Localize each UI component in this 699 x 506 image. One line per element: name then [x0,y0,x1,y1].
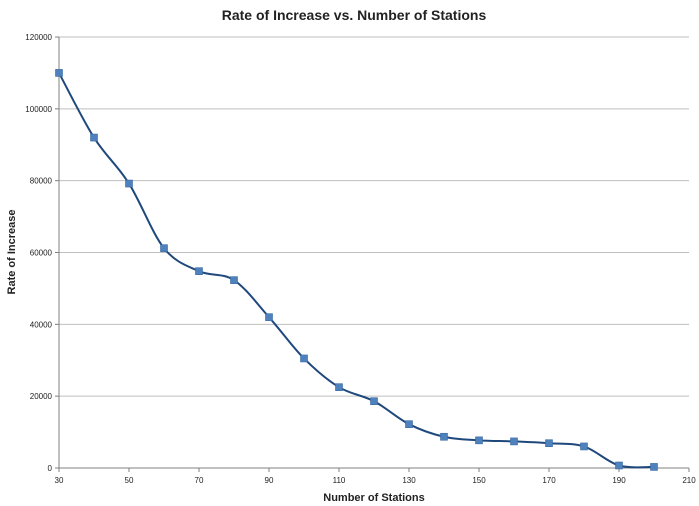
y-tick-label-60000: 60000 [30,249,53,258]
y-tick-label-20000: 20000 [30,392,53,401]
data-point-70 [195,267,203,275]
grid [59,36,689,397]
y-axis-title: Rate of Increase [6,210,18,295]
x-tick-label-90: 90 [265,476,274,485]
y-tick-label-120000: 120000 [25,33,52,42]
x-tick-label-70: 70 [195,476,204,485]
data-point-150 [475,436,483,445]
data-point-30 [55,69,63,77]
x-tick-label-150: 150 [472,476,486,485]
data-point-170 [545,439,553,448]
data-point-140 [440,432,448,441]
data-point-130 [405,420,413,428]
data-point-100 [300,354,308,363]
x-tick-label-110: 110 [333,476,346,485]
y-tick-label-80000: 80000 [30,177,53,186]
y-tick-label-40000: 40000 [30,320,53,329]
data-point-110 [335,383,343,391]
series [55,69,658,471]
x-tick-label-130: 130 [402,476,416,485]
chart-title: Rate of Increase vs. Number of Stations [222,7,487,23]
data-point-120 [370,397,378,405]
x-tick-label-50: 50 [125,476,134,485]
x-axis-title: Number of Stations [323,492,424,504]
x-tick-label-170: 170 [542,476,556,485]
data-point-190 [615,461,623,470]
data-point-200 [650,463,658,471]
data-point-180 [580,442,588,451]
data-point-50 [125,179,133,188]
data-point-60 [160,244,168,252]
y-tick-label-100000: 100000 [25,105,52,114]
data-point-160 [510,437,518,446]
series-line-0 [58,72,655,469]
x-tick-label-190: 190 [612,476,626,485]
data-point-90 [265,313,273,321]
data-point-80 [230,276,238,284]
x-tick-label-210: 210 [682,476,696,485]
y-tick-label-0: 0 [48,464,53,473]
data-point-40 [90,133,98,142]
x-tick-label-30: 30 [55,476,64,485]
axes [55,36,690,472]
tick-labels: 0 20000 40000 60000 80000 100000 120000 30 50 70 9… [25,33,696,485]
